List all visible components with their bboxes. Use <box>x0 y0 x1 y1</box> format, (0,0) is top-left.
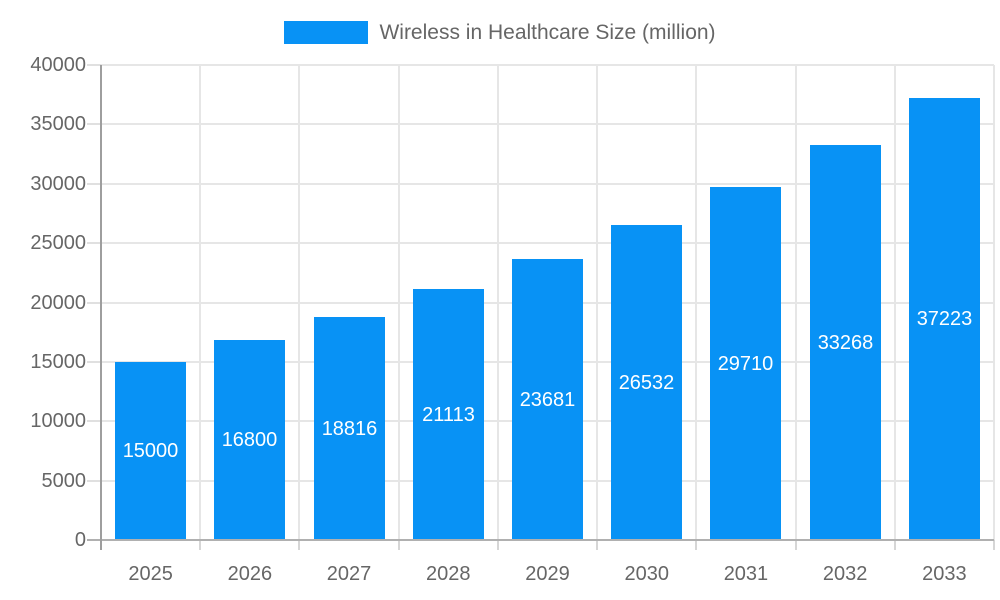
y-tick-label: 40000 <box>30 54 86 76</box>
y-axis-tick <box>87 360 101 363</box>
v-gridline <box>993 65 995 540</box>
bar-2025: 15000 <box>115 362 186 540</box>
x-tick-label: 2029 <box>525 563 570 585</box>
y-axis-tick <box>87 479 101 482</box>
x-axis-tick <box>397 540 400 550</box>
y-tick-label: 15000 <box>30 350 86 373</box>
bar-2031: 29710 <box>710 187 781 540</box>
v-gridline <box>794 65 797 540</box>
legend-item[interactable]: Wireless in Healthcare Size (million) <box>284 20 716 45</box>
bar-value-label: 23681 <box>519 388 576 411</box>
x-axis-tick <box>199 540 202 550</box>
bar-2029: 23681 <box>512 259 583 540</box>
bar-value-label: 29710 <box>717 352 774 375</box>
bar-2032: 33268 <box>810 145 881 540</box>
y-axis-tick <box>87 301 101 304</box>
v-gridline <box>695 65 698 540</box>
x-tick-label: 2031 <box>723 563 769 585</box>
x-tick-label: 2033 <box>922 563 967 585</box>
bar-2027: 18816 <box>314 317 385 540</box>
y-axis-tick <box>87 242 101 245</box>
bar-value-label: 26532 <box>618 371 675 394</box>
h-gridline <box>101 182 994 185</box>
x-axis-tick <box>993 540 995 550</box>
x-axis-line <box>87 539 994 541</box>
x-axis-tick <box>695 540 698 550</box>
x-tick-label: 2028 <box>426 563 471 585</box>
v-gridline <box>397 65 400 540</box>
y-tick-label: 25000 <box>30 232 86 255</box>
legend: Wireless in Healthcare Size (million) <box>0 20 1000 45</box>
bar-2033: 37223 <box>909 98 980 540</box>
y-axis-tick <box>87 420 101 423</box>
y-tick-label: 0 <box>74 529 86 551</box>
bar-value-label: 16800 <box>221 429 278 451</box>
y-tick-label: 5000 <box>41 469 87 492</box>
x-tick-label: 2026 <box>227 563 273 585</box>
v-gridline <box>893 65 896 540</box>
v-gridline <box>596 65 599 540</box>
x-axis-tick <box>794 540 797 550</box>
x-tick-label: 2030 <box>624 563 669 585</box>
x-axis-tick <box>893 540 896 550</box>
bar-2030: 26532 <box>611 225 682 540</box>
x-axis-tick <box>298 540 301 550</box>
h-gridline <box>101 123 994 126</box>
legend-swatch-icon <box>284 21 369 44</box>
bar-value-label: 18816 <box>321 417 378 440</box>
v-gridline <box>496 65 499 540</box>
y-tick-label: 35000 <box>30 113 86 136</box>
v-gridline <box>199 65 202 540</box>
x-axis-tick <box>596 540 599 550</box>
y-tick-label: 30000 <box>30 172 86 195</box>
plot-area: 0 5000 10000 15000 20000 25000 30000 35000 40000… <box>30 54 995 585</box>
y-axis-line <box>100 65 102 550</box>
v-gridline <box>298 65 301 540</box>
h-gridline <box>101 242 994 245</box>
y-axis-tick <box>87 123 101 126</box>
x-tick-label: 2032 <box>822 563 868 585</box>
bar-2028: 21113 <box>413 289 484 540</box>
x-axis-tick <box>496 540 499 550</box>
h-gridline <box>101 64 994 66</box>
x-tick-label: 2027 <box>326 563 372 585</box>
y-tick-label: 10000 <box>30 410 86 433</box>
x-tick-label: 2025 <box>128 563 173 585</box>
bar-value-label: 15000 <box>122 440 179 462</box>
y-axis-tick <box>87 64 101 66</box>
legend-label: Wireless in Healthcare Size (million) <box>379 21 716 44</box>
y-tick-label: 20000 <box>30 291 86 314</box>
bar-value-label: 21113 <box>422 403 475 426</box>
y-axis-tick <box>87 182 101 185</box>
bar-value-label: 37223 <box>916 308 973 330</box>
bar-2026: 16800 <box>214 340 285 540</box>
bar-value-label: 33268 <box>817 331 874 354</box>
